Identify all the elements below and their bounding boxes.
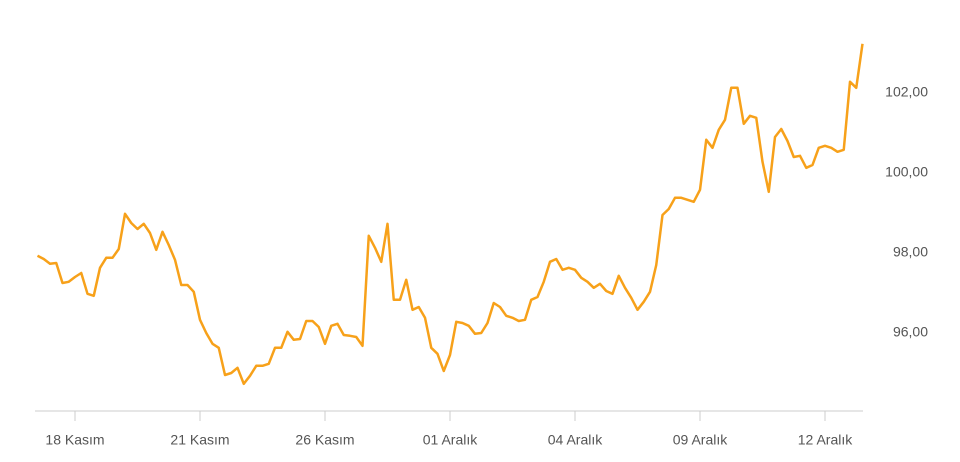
y-tick-label: 98,00 bbox=[893, 244, 928, 260]
x-tick-label: 01 Aralık bbox=[423, 432, 478, 448]
x-tick-label: 26 Kasım bbox=[295, 432, 354, 448]
x-tick-label: 12 Aralık bbox=[798, 432, 853, 448]
y-tick-label: 102,00 bbox=[885, 84, 928, 100]
x-tick-label: 09 Aralık bbox=[673, 432, 728, 448]
y-tick-label: 96,00 bbox=[893, 324, 928, 340]
x-tick-label: 04 Aralık bbox=[548, 432, 603, 448]
x-tick-label: 18 Kasım bbox=[45, 432, 104, 448]
y-tick-label: 100,00 bbox=[885, 164, 928, 180]
x-tick-label: 21 Kasım bbox=[170, 432, 229, 448]
price-line bbox=[36, 43, 864, 386]
